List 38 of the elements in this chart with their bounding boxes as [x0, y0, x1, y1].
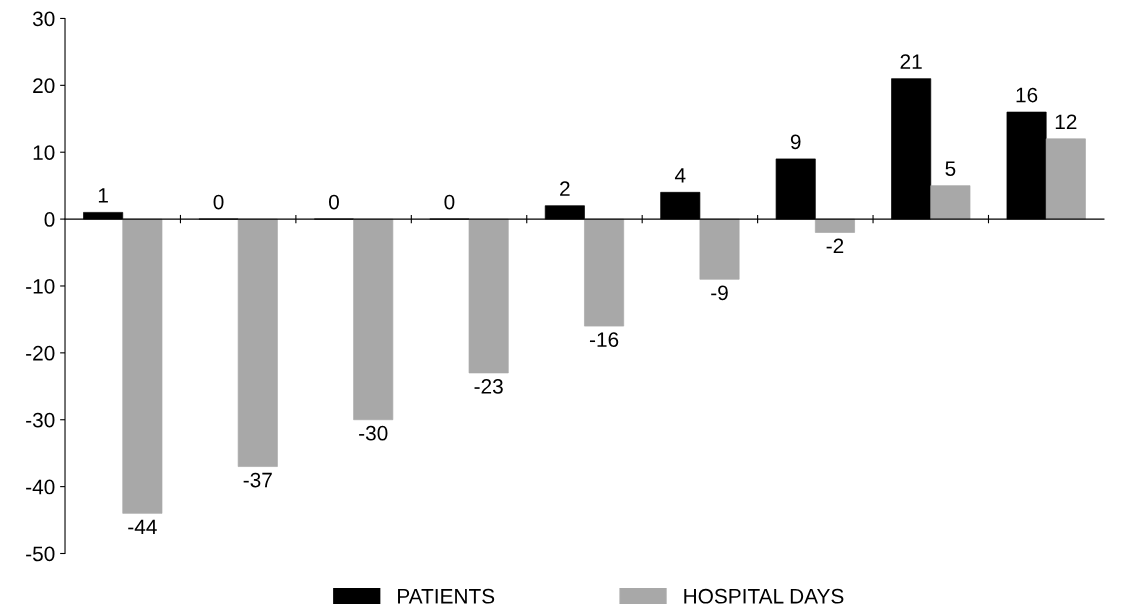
- data-label: 0: [213, 194, 224, 210]
- data-label: -9: [711, 285, 728, 301]
- legend-label: HOSPITAL DAYS: [684, 588, 844, 604]
- bar: [1045, 138, 1086, 220]
- y-tick-label: 0: [44, 212, 55, 227]
- legend-label: PATIENTS: [398, 588, 495, 604]
- bar: [699, 218, 740, 280]
- data-label: -2: [826, 238, 844, 254]
- bar: [930, 185, 971, 220]
- bar: [237, 218, 278, 467]
- y-tick-label: -30: [26, 412, 55, 428]
- y-tick-label: 30: [32, 11, 55, 27]
- bar: [814, 218, 855, 233]
- bar: [353, 218, 394, 421]
- y-tick-label: -40: [26, 479, 55, 495]
- data-label: 5: [945, 161, 956, 176]
- y-tick-label: 10: [33, 145, 55, 160]
- bar: [584, 218, 625, 327]
- data-label: 16: [1016, 87, 1038, 103]
- data-label: 1: [98, 188, 108, 203]
- bar: [468, 218, 509, 374]
- data-label: 9: [790, 134, 801, 150]
- bar: [122, 218, 163, 514]
- y-tick-label: -20: [26, 345, 55, 361]
- data-label: 21: [900, 54, 922, 69]
- data-label: -44: [128, 519, 157, 535]
- y-tick-label: -50: [26, 546, 55, 562]
- data-label: 4: [674, 168, 686, 183]
- data-label: 0: [444, 194, 455, 210]
- data-label: -16: [589, 332, 619, 347]
- data-label: -30: [359, 425, 388, 441]
- data-label: 0: [329, 194, 339, 210]
- y-tick-label: 20: [33, 78, 55, 94]
- data-label: -23: [474, 379, 503, 394]
- data-label: -37: [243, 472, 272, 488]
- y-tick-label: -10: [26, 278, 55, 294]
- data-label: 2: [560, 181, 570, 196]
- data-label: 12: [1055, 114, 1077, 129]
